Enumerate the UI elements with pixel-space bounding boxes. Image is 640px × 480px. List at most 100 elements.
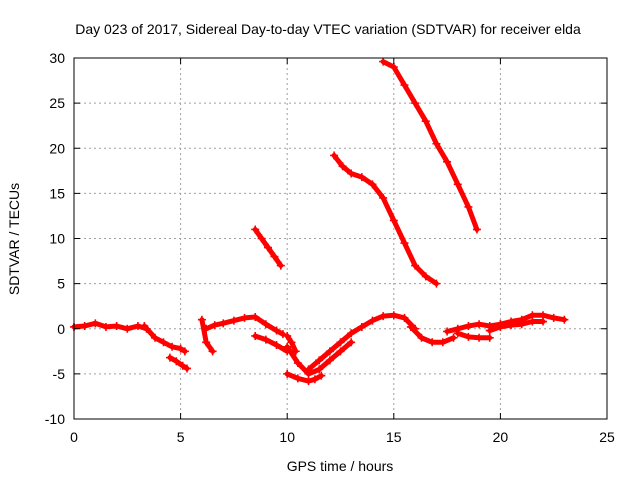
data-point bbox=[411, 261, 420, 270]
data-point bbox=[368, 180, 377, 189]
data-point bbox=[400, 313, 409, 322]
series-band bbox=[252, 333, 290, 354]
data-point bbox=[270, 252, 279, 261]
data-point bbox=[276, 261, 285, 270]
data-point bbox=[261, 320, 270, 329]
data-point bbox=[208, 347, 217, 356]
data-point bbox=[293, 374, 302, 383]
data-point bbox=[229, 316, 238, 325]
series-arc-10 bbox=[283, 331, 300, 356]
data-point bbox=[304, 365, 313, 374]
data-point bbox=[101, 322, 110, 331]
data-point bbox=[347, 169, 356, 178]
series-arc-12 bbox=[330, 151, 441, 288]
data-point bbox=[464, 322, 473, 331]
data-point bbox=[379, 57, 388, 66]
data-point bbox=[272, 326, 281, 335]
y-tick-label: 15 bbox=[49, 185, 65, 201]
data-point bbox=[257, 234, 266, 243]
data-point bbox=[172, 357, 181, 366]
y-tick-label: 25 bbox=[49, 95, 65, 111]
data-point bbox=[168, 342, 177, 351]
data-point bbox=[453, 180, 462, 189]
data-point bbox=[400, 81, 409, 90]
data-point bbox=[485, 326, 494, 335]
data-point bbox=[357, 173, 366, 182]
y-tick-label: 20 bbox=[49, 140, 65, 156]
data-point bbox=[539, 317, 548, 326]
series-band bbox=[455, 330, 493, 341]
data-point bbox=[528, 317, 537, 326]
data-point bbox=[315, 356, 324, 365]
data-point bbox=[485, 333, 494, 342]
data-point bbox=[472, 225, 481, 234]
data-point bbox=[325, 356, 334, 365]
y-tick-label: 30 bbox=[49, 50, 65, 66]
data-point bbox=[240, 313, 249, 322]
data-point bbox=[219, 319, 228, 328]
data-point bbox=[283, 342, 292, 351]
data-point bbox=[411, 99, 420, 108]
x-tick-label: 25 bbox=[599, 429, 615, 445]
data-point bbox=[421, 117, 430, 126]
data-point bbox=[338, 162, 347, 171]
y-tick-label: 10 bbox=[49, 231, 65, 247]
data-point bbox=[347, 338, 356, 347]
data-point bbox=[283, 331, 292, 340]
data-point bbox=[347, 329, 356, 338]
x-tick-label: 20 bbox=[493, 429, 509, 445]
data-point bbox=[475, 333, 484, 342]
series-arc-03 bbox=[165, 353, 191, 373]
data-point bbox=[421, 272, 430, 281]
x-axis-title: GPS time / hours bbox=[287, 458, 394, 474]
data-point bbox=[264, 243, 273, 252]
data-point bbox=[317, 371, 326, 380]
data-point bbox=[261, 335, 270, 344]
data-point bbox=[464, 202, 473, 211]
data-point bbox=[283, 369, 292, 378]
data-point bbox=[315, 365, 324, 374]
data-point bbox=[251, 225, 260, 234]
data-point bbox=[517, 320, 526, 329]
chart-title: Day 023 of 2017, Sidereal Day-to-day VTE… bbox=[75, 21, 581, 37]
data-point bbox=[291, 347, 300, 356]
series-arc-14 bbox=[406, 322, 458, 347]
data-point bbox=[165, 353, 174, 362]
series-arc-08 bbox=[283, 338, 356, 378]
series-arc-18 bbox=[485, 317, 548, 335]
data-point bbox=[178, 361, 187, 370]
data-point bbox=[197, 315, 206, 324]
data-point bbox=[293, 359, 302, 368]
data-point bbox=[251, 313, 260, 322]
series-arc-09 bbox=[283, 369, 326, 386]
series-arc-02 bbox=[140, 322, 189, 356]
data-point bbox=[80, 322, 89, 331]
data-point bbox=[210, 321, 219, 330]
data-point bbox=[202, 324, 211, 333]
data-point bbox=[417, 333, 426, 342]
data-point bbox=[475, 320, 484, 329]
data-point bbox=[453, 329, 462, 338]
data-point bbox=[400, 239, 409, 248]
data-point bbox=[304, 377, 313, 386]
data-point bbox=[123, 324, 132, 333]
data-point bbox=[325, 347, 334, 356]
data-point bbox=[112, 322, 121, 331]
x-tick-label: 0 bbox=[70, 429, 78, 445]
data-point bbox=[310, 375, 319, 384]
data-point bbox=[507, 321, 516, 330]
series-band bbox=[167, 355, 190, 371]
data-point bbox=[336, 347, 345, 356]
data-points bbox=[70, 57, 569, 386]
axis-ticks: 0 5 10 15 20 25 -10 -5 0 5 10 15 20 25 30 bbox=[45, 50, 615, 445]
x-tick-label: 10 bbox=[279, 429, 295, 445]
data-point bbox=[432, 139, 441, 148]
series-arc-13 bbox=[379, 57, 481, 234]
data-point bbox=[202, 338, 211, 347]
x-tick-label: 15 bbox=[386, 429, 402, 445]
data-point bbox=[406, 322, 415, 331]
data-point bbox=[151, 333, 160, 342]
data-point bbox=[336, 338, 345, 347]
